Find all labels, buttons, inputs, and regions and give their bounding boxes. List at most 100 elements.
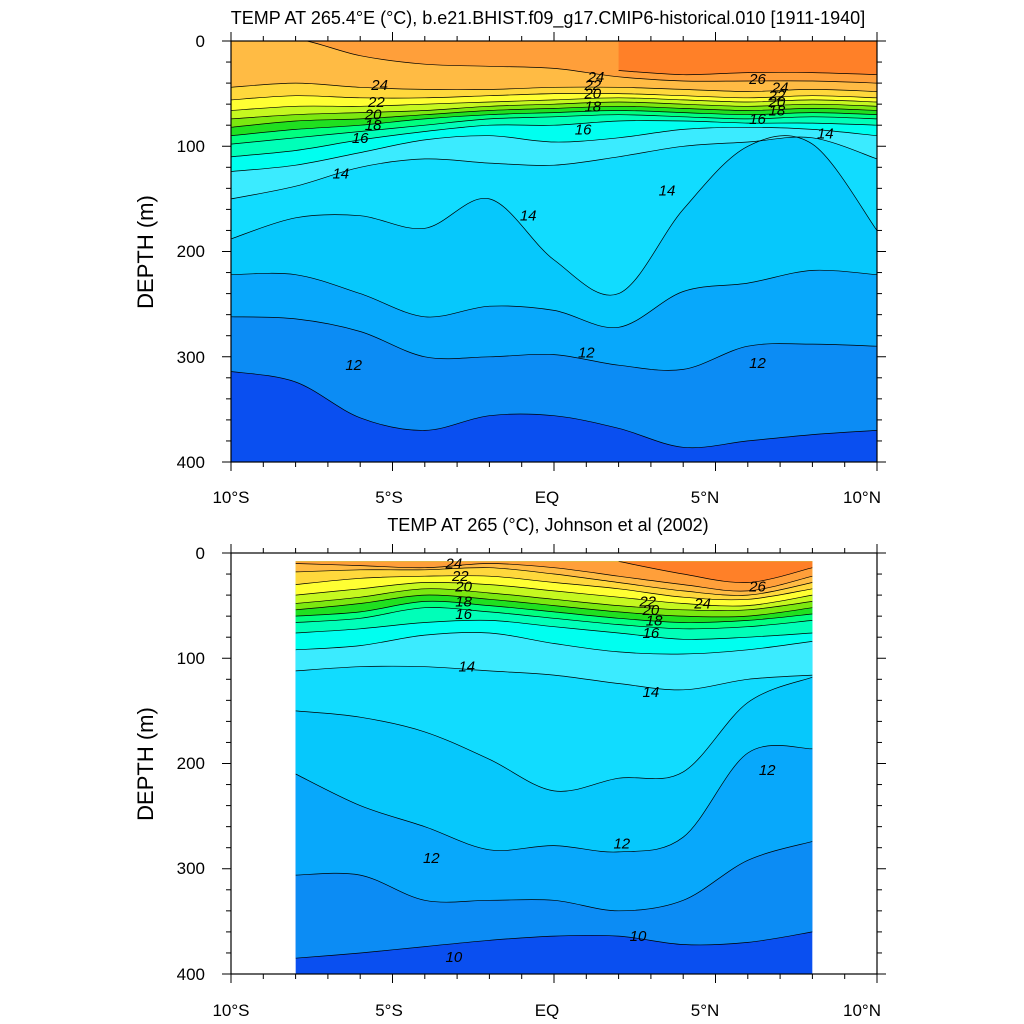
contour-label: 14 — [659, 183, 676, 200]
isotherm-line — [231, 316, 877, 371]
panel-title: TEMP AT 265 (°C), Johnson et al (2002) — [387, 515, 708, 535]
isotherm-line — [295, 563, 813, 592]
temperature-fill — [295, 561, 813, 974]
y-tick-label: 0 — [196, 544, 205, 563]
isotherm-line — [295, 745, 813, 853]
contour-label: 18 — [365, 117, 382, 134]
contour-label: 14 — [643, 684, 660, 701]
isotherm-line — [295, 619, 813, 640]
contour-label: 12 — [345, 357, 362, 374]
x-tick-label: EQ — [535, 488, 560, 507]
isotherm-line — [231, 93, 877, 101]
isotherm-line — [231, 101, 877, 120]
y-axis-label: DEPTH (m) — [133, 707, 158, 821]
isotherm-line — [295, 676, 813, 792]
x-tick-label: 5°N — [691, 488, 720, 507]
contour-label: 22 — [583, 77, 601, 94]
isotherm-line — [231, 371, 877, 449]
isotherm-line — [295, 931, 813, 959]
isotherm-line — [231, 110, 877, 137]
axis-ticks — [222, 32, 886, 471]
isotherm-line — [295, 588, 813, 611]
contour-label: 20 — [364, 107, 382, 124]
contour-label: 14 — [332, 166, 349, 183]
y-tick-label: 200 — [177, 242, 205, 261]
contour-label: 22 — [367, 94, 385, 111]
isotherm-line — [295, 600, 813, 623]
isotherm-line — [231, 135, 877, 296]
isotherm-lines — [295, 561, 813, 959]
y-tick-labels: 0 100 200 300 400 — [177, 32, 205, 472]
isotherm-line — [295, 581, 813, 607]
x-tick-labels: 10°S 5°S EQ 5°N 10°N — [212, 1001, 881, 1020]
contour-label: 24 — [693, 596, 711, 613]
temperature-band — [618, 41, 877, 75]
isotherm-line — [618, 70, 877, 76]
x-tick-label: 5°N — [691, 1001, 720, 1020]
contour-label: 14 — [520, 208, 537, 225]
x-tick-label: 10°S — [212, 488, 249, 507]
x-tick-label: 10°S — [212, 1001, 249, 1020]
x-tick-label: 10°N — [843, 488, 881, 507]
contour-label: 24 — [370, 77, 388, 94]
contour-label: 20 — [642, 602, 660, 619]
x-tick-label: EQ — [535, 1001, 560, 1020]
isotherm-line — [231, 136, 877, 200]
contour-label: 26 — [748, 579, 766, 596]
isotherm-lines — [231, 41, 877, 449]
isotherm-line — [231, 120, 877, 158]
contour-label: 26 — [748, 71, 766, 88]
contour-label: 14 — [817, 126, 834, 143]
contour-label: 12 — [759, 762, 776, 779]
temperature-band — [618, 561, 813, 583]
contour-label: 22 — [768, 88, 786, 105]
isotherm-line — [618, 561, 813, 583]
y-tick-label: 400 — [177, 965, 205, 984]
y-tick-labels: 0 100 200 300 400 — [177, 544, 205, 984]
y-axis-label: DEPTH (m) — [133, 195, 158, 309]
contour-label: 10 — [446, 949, 463, 966]
y-tick-label: 200 — [177, 754, 205, 773]
contour-label: 12 — [578, 345, 595, 362]
isotherm-line — [295, 607, 813, 630]
contour-label: 18 — [646, 612, 663, 629]
panel-title: TEMP AT 265.4°E (°C), b.e21.BHIST.f09_g1… — [231, 8, 865, 29]
axis-ticks — [222, 544, 886, 983]
panel-model: TEMP AT 265.4°E (°C), b.e21.BHIST.f09_g1… — [133, 8, 886, 507]
isotherm-line — [295, 575, 813, 601]
isotherm-line — [295, 594, 813, 618]
y-tick-label: 0 — [196, 32, 205, 51]
contour-label: 22 — [638, 593, 656, 610]
contour-label: 24 — [771, 79, 789, 96]
contour-label: 24 — [445, 556, 463, 573]
isotherm-line — [231, 269, 877, 329]
contour-label: 12 — [613, 836, 630, 853]
y-tick-label: 100 — [177, 649, 205, 668]
y-tick-label: 300 — [177, 859, 205, 878]
isotherm-line — [295, 567, 813, 596]
isotherm-line — [295, 665, 813, 691]
isotherm-line — [305, 41, 877, 84]
contour-label: 16 — [455, 606, 472, 623]
isotherm-line — [295, 632, 813, 655]
contour-label: 18 — [769, 103, 786, 120]
panel-observations: TEMP AT 265 (°C), Johnson et al (2002) 0… — [133, 515, 886, 1020]
y-tick-label: 400 — [177, 453, 205, 472]
contour-label: 18 — [455, 593, 472, 610]
isotherm-line — [231, 82, 877, 92]
isotherm-line — [231, 105, 877, 128]
contour-label: 20 — [768, 94, 786, 111]
x-tick-label: 10°N — [843, 1001, 881, 1020]
contour-label: 14 — [458, 659, 475, 676]
contour-label: 16 — [643, 625, 660, 642]
x-tick-label: 5°S — [375, 488, 403, 507]
contour-label: 10 — [630, 928, 647, 945]
contour-label: 12 — [749, 355, 766, 372]
contour-label: 22 — [451, 568, 469, 585]
isotherm-line — [231, 114, 877, 145]
y-tick-label: 100 — [177, 137, 205, 156]
contour-label: 16 — [352, 130, 369, 147]
